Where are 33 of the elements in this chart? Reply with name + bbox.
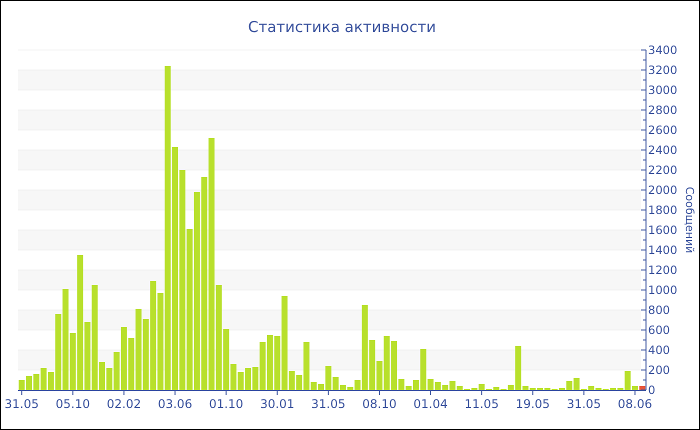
y-tick-label: 2400 [648, 143, 678, 157]
x-tick-label: 03.06 [158, 397, 192, 411]
y-tick-label: 1200 [648, 263, 678, 277]
y-tick-label: 600 [648, 323, 670, 337]
x-tick-label: 05.10 [56, 397, 90, 411]
y-tick-label: 200 [648, 363, 670, 377]
x-tick-label: 02.02 [106, 397, 142, 411]
x-tick-label: 11.05 [464, 397, 499, 411]
x-tick-label: 08.10 [362, 397, 397, 411]
x-tick-label: 30.01 [260, 397, 294, 411]
y-tick-label: 3200 [648, 63, 678, 77]
x-tick-label: 01.04 [413, 397, 448, 411]
y-tick-label: 1400 [648, 243, 678, 257]
y-tick-label: 0 [648, 383, 656, 397]
y-tick-label: 2800 [648, 103, 678, 117]
y-tick-label: 800 [648, 303, 670, 317]
y-tick-label: 2600 [648, 123, 678, 137]
y-tick-label: 400 [648, 343, 670, 357]
x-tick-label: 31.05 [311, 397, 346, 411]
y-tick-label: 3000 [648, 83, 678, 97]
x-tick-label: 31.05 [4, 397, 39, 411]
x-tick-label: 31.05 [566, 397, 602, 411]
y-tick-label: 3400 [648, 43, 678, 57]
y-tick-label: 1000 [648, 283, 678, 297]
x-tick-label: 01.10 [208, 397, 244, 411]
y-tick-label: 2200 [648, 163, 678, 177]
x-tick-label: 19.05 [516, 397, 550, 411]
chart-title: Статистика активности [248, 18, 436, 36]
y-tick-label: 1600 [648, 223, 678, 237]
y-tick-label: 1800 [648, 203, 678, 217]
y-tick-label: 2000 [648, 183, 678, 197]
x-tick-label: 08.06 [618, 397, 652, 411]
y-axis-title: Сообщений [683, 186, 696, 254]
